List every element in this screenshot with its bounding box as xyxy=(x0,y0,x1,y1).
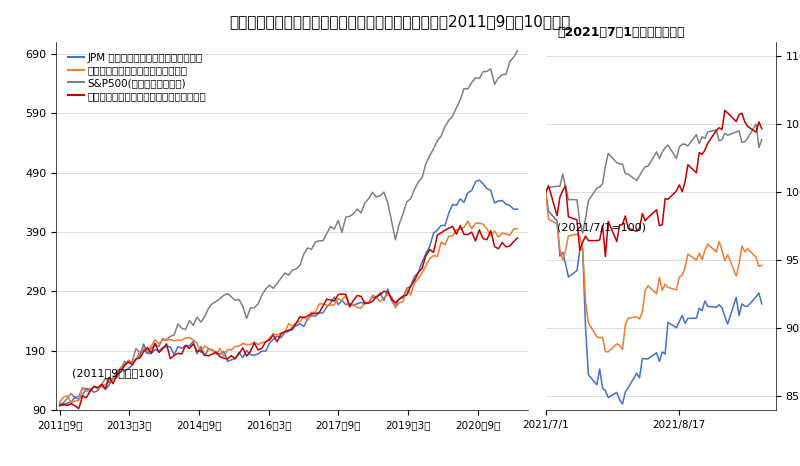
Text: 【2021年7月1日からの日足】: 【2021年7月1日からの日足】 xyxy=(558,27,685,40)
Legend: JPM アジア株・アクティブ・オープン, フィデリティ・アジア株・ファンド, S&P500(配当込、円ベース), 日経平均トータルリターン・インデックス: JPM アジア株・アクティブ・オープン, フィデリティ・アジア株・ファンド, S… xyxy=(66,51,209,103)
Text: (2021/7/1=100): (2021/7/1=100) xyxy=(557,222,646,232)
Text: 日米の株価インデックスとアジア株ファンドの推移（2011年9月〜10年間）: 日米の株価インデックスとアジア株ファンドの推移（2011年9月〜10年間） xyxy=(230,14,570,29)
Text: (2011年9月末＝100): (2011年9月末＝100) xyxy=(71,368,163,377)
